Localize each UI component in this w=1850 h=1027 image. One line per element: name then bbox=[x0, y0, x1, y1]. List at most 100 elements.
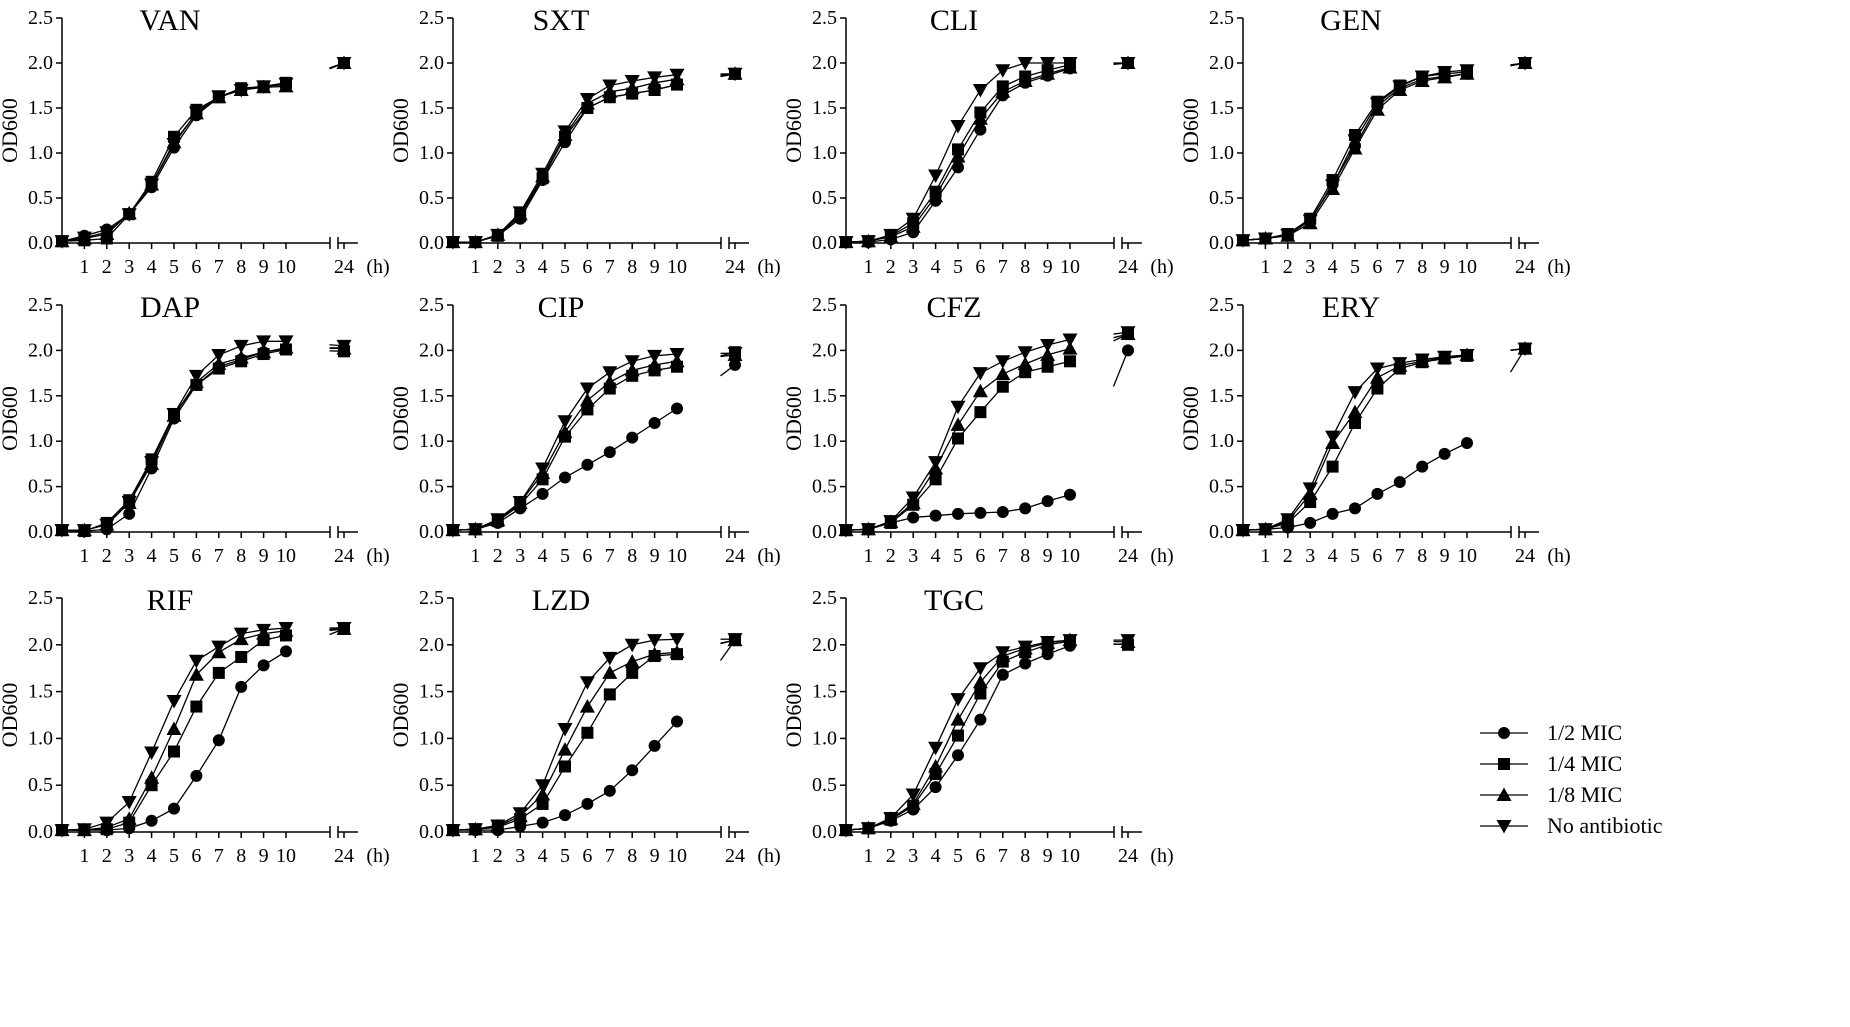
data-point bbox=[1040, 635, 1056, 650]
series-triangle-up bbox=[838, 326, 1136, 537]
x-tick-label: 2 bbox=[1283, 545, 1293, 567]
data-point bbox=[928, 456, 944, 470]
y-axis-label: OD600 bbox=[1178, 386, 1203, 451]
y-tick-label: 2.0 bbox=[812, 634, 837, 656]
data-point bbox=[669, 348, 685, 362]
x-tick-label: 2 bbox=[102, 545, 112, 567]
data-point bbox=[972, 674, 988, 689]
data-point bbox=[929, 781, 942, 794]
y-tick-label: 0.0 bbox=[812, 821, 837, 843]
y-tick-label: 0.5 bbox=[28, 476, 53, 498]
data-point bbox=[559, 760, 571, 773]
legend-label: 1/4 MIC bbox=[1547, 751, 1622, 776]
series-triangle-down bbox=[54, 621, 352, 838]
y-tick-label: 0.5 bbox=[1209, 476, 1234, 498]
data-point bbox=[256, 344, 272, 359]
x-tick-label: 8 bbox=[236, 845, 246, 867]
y-tick-label: 1.0 bbox=[419, 142, 444, 164]
data-point bbox=[624, 638, 640, 653]
series-triangle-down bbox=[445, 67, 743, 250]
data-point bbox=[144, 456, 160, 470]
series-triangle-down bbox=[838, 326, 1136, 538]
series-line bbox=[453, 83, 678, 243]
data-point bbox=[974, 123, 987, 136]
data-point bbox=[166, 407, 182, 422]
data-point bbox=[581, 403, 594, 416]
data-point bbox=[860, 235, 876, 249]
y-tick-label: 2.0 bbox=[28, 52, 53, 74]
data-point bbox=[647, 357, 663, 371]
x-tick-label: 4 bbox=[931, 545, 941, 567]
series-line bbox=[452, 360, 678, 531]
x-tick-label: 10 bbox=[1457, 545, 1477, 567]
series-square bbox=[447, 634, 741, 837]
data-point bbox=[996, 668, 1009, 681]
data-point bbox=[1349, 417, 1361, 430]
data-point bbox=[671, 715, 683, 728]
data-point bbox=[121, 208, 137, 222]
data-point bbox=[624, 75, 640, 89]
series-triangle-up bbox=[445, 632, 743, 837]
y-tick-label: 2.5 bbox=[812, 294, 837, 316]
data-point bbox=[445, 524, 461, 538]
data-point bbox=[121, 796, 137, 810]
x-tick-label: 10 bbox=[1060, 256, 1080, 278]
y-tick-label: 0.0 bbox=[1209, 521, 1234, 543]
x-tick-label: 8 bbox=[236, 256, 246, 278]
series-triangle-down bbox=[1235, 57, 1533, 248]
data-point bbox=[211, 90, 227, 104]
x-tick-label: 4 bbox=[147, 545, 157, 567]
x-tick-label: 1 bbox=[79, 545, 89, 567]
y-tick-label: 1.0 bbox=[812, 142, 837, 164]
data-point bbox=[1325, 430, 1341, 445]
data-point bbox=[1062, 341, 1078, 355]
data-point bbox=[557, 125, 573, 139]
x-tick-label: 4 bbox=[931, 845, 941, 867]
y-tick-label: 1.5 bbox=[812, 385, 837, 407]
data-point bbox=[995, 84, 1011, 98]
data-point bbox=[54, 235, 70, 249]
series-square bbox=[1237, 342, 1531, 537]
x-unit-label: (h) bbox=[1150, 545, 1173, 567]
data-point bbox=[860, 523, 876, 537]
series-circle bbox=[840, 344, 1134, 537]
data-point bbox=[974, 406, 987, 419]
x-tick-label: 3 bbox=[1305, 545, 1315, 567]
legend-item: 1/8 MIC bbox=[1480, 782, 1622, 807]
series-line-segment bbox=[1112, 350, 1129, 387]
data-point bbox=[490, 228, 506, 243]
data-point bbox=[603, 688, 616, 701]
x-tick-label: 8 bbox=[1417, 256, 1427, 278]
data-point bbox=[1459, 64, 1475, 78]
data-point bbox=[1414, 70, 1430, 84]
data-point bbox=[838, 824, 854, 838]
data-point bbox=[624, 362, 640, 377]
y-tick-label: 0.5 bbox=[812, 774, 837, 796]
x-tick-label: 10 bbox=[667, 256, 687, 278]
data-point bbox=[557, 723, 573, 737]
data-point bbox=[557, 424, 573, 439]
data-point bbox=[928, 169, 944, 183]
data-point bbox=[1325, 179, 1341, 193]
x-tick-label: 2 bbox=[886, 545, 896, 567]
series-square bbox=[1237, 57, 1531, 247]
data-point bbox=[557, 415, 573, 429]
series-triangle-up bbox=[54, 621, 352, 837]
data-point bbox=[76, 823, 92, 837]
y-axis-label: OD600 bbox=[0, 98, 22, 163]
data-point bbox=[974, 687, 987, 700]
data-point bbox=[1017, 640, 1033, 655]
legend-marker-square bbox=[1498, 758, 1510, 770]
x-tick-label: 4 bbox=[931, 256, 941, 278]
x-tick-label: 5 bbox=[560, 845, 570, 867]
data-point bbox=[144, 178, 160, 192]
y-tick-label: 1.0 bbox=[28, 142, 53, 164]
x-tick-label: 7 bbox=[214, 545, 224, 567]
x-tick-label: 1 bbox=[79, 256, 89, 278]
x-tick-label: 10 bbox=[276, 845, 296, 867]
data-point bbox=[190, 769, 203, 782]
series-line bbox=[453, 74, 678, 243]
series-circle bbox=[447, 358, 741, 537]
data-point bbox=[905, 788, 921, 803]
panel-title: TGC bbox=[924, 584, 984, 617]
